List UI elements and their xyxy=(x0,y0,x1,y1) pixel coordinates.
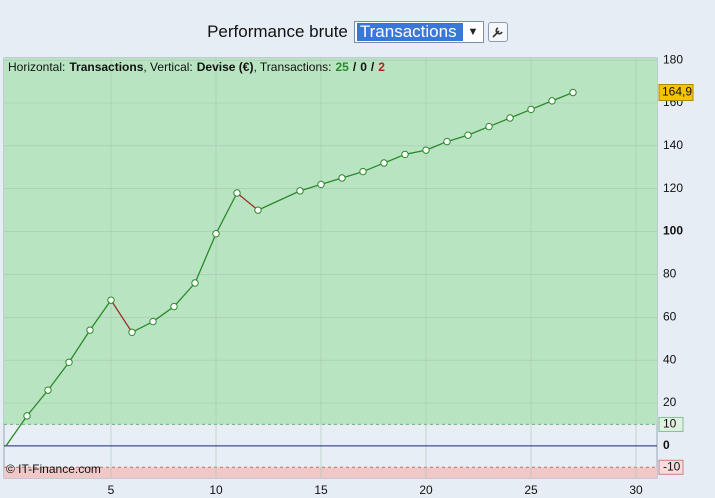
point xyxy=(170,302,178,311)
zone-label-box xyxy=(658,416,684,432)
profit-zone xyxy=(4,58,657,425)
point xyxy=(401,150,409,159)
line-segment xyxy=(383,153,406,164)
point xyxy=(380,159,388,167)
y-tick-label: 20 xyxy=(663,395,677,409)
info-even: 0 xyxy=(360,60,367,74)
info-v-label: , Vertical: xyxy=(143,60,192,74)
line-segment xyxy=(68,329,91,363)
x-tick-label: 15 xyxy=(314,483,328,497)
y-tick-label: 140 xyxy=(663,138,683,152)
point xyxy=(23,412,31,420)
line-segment xyxy=(236,192,259,211)
line-segment xyxy=(551,91,574,102)
point xyxy=(506,114,514,122)
line-segment xyxy=(26,389,49,417)
x-tick-label: 10 xyxy=(209,483,223,497)
zone-label: 10 xyxy=(663,417,677,431)
info-v-value: Devise (€) xyxy=(197,60,254,74)
point xyxy=(149,317,157,326)
point xyxy=(422,146,430,154)
point xyxy=(338,174,346,182)
line-segment xyxy=(47,361,70,391)
line-segment xyxy=(257,190,301,211)
dropdown-arrow: ▼ xyxy=(467,26,479,38)
info-wins: 25 xyxy=(336,60,350,74)
y-tick-label: 180 xyxy=(663,52,683,66)
last-value-label: 164,9 xyxy=(662,85,692,99)
x-tick-label: 30 xyxy=(629,483,643,497)
last-value-box xyxy=(658,84,694,101)
line-segment xyxy=(5,415,28,447)
y-tick-label: 80 xyxy=(663,267,677,281)
info-sep: / xyxy=(353,60,357,74)
info-h-value: Transactions xyxy=(69,60,143,74)
point xyxy=(128,328,136,336)
header: Performance brute Transactions ▼ xyxy=(0,18,715,46)
point xyxy=(254,206,262,214)
y-tick-label: 60 xyxy=(663,309,677,323)
point xyxy=(464,131,472,139)
point xyxy=(65,358,73,366)
x-tick-label: 5 xyxy=(108,483,115,497)
point xyxy=(569,88,577,97)
x-tick-label: 20 xyxy=(419,483,433,497)
line-segment xyxy=(488,117,511,128)
zone-label: -10 xyxy=(663,459,681,473)
line-segment xyxy=(425,140,448,151)
info-losses: 2 xyxy=(378,60,385,74)
line-segment xyxy=(194,233,217,284)
copyright: © IT-Finance.com xyxy=(6,462,101,476)
line-segment xyxy=(152,306,175,323)
y-tick-label: 0 xyxy=(663,438,670,452)
loss-zone xyxy=(4,467,657,478)
point xyxy=(296,187,304,195)
line-segment xyxy=(362,162,385,173)
x-tick-label: 25 xyxy=(524,483,538,497)
y-tick-label: 100 xyxy=(663,224,683,238)
title: Performance brute xyxy=(207,22,348,41)
info-t-label: , Transactions: xyxy=(253,60,331,74)
line-segment xyxy=(530,100,553,111)
point xyxy=(191,279,199,287)
point xyxy=(212,230,220,238)
y-tick-label: 40 xyxy=(663,352,677,366)
wrench-icon xyxy=(492,27,503,38)
point xyxy=(485,122,493,131)
point xyxy=(317,180,325,189)
zone-label-box xyxy=(658,459,684,475)
line-segment xyxy=(467,125,490,136)
point xyxy=(548,97,556,105)
settings-button[interactable] xyxy=(487,22,508,42)
point xyxy=(359,167,367,176)
point xyxy=(233,189,241,197)
point xyxy=(107,296,115,304)
line-segment xyxy=(131,320,154,333)
point xyxy=(443,137,451,146)
info-sep: / xyxy=(371,60,375,74)
line-segment xyxy=(89,299,112,331)
select-value: Transactions xyxy=(356,23,463,41)
info-line: Horizontal: Transactions, Vertical: Devise… xyxy=(8,60,385,74)
point xyxy=(44,386,52,394)
select[interactable]: Transactions ▼ xyxy=(353,21,484,43)
line-segment xyxy=(215,192,238,235)
y-tick-label: 120 xyxy=(663,181,683,195)
point xyxy=(527,105,535,114)
line-segment xyxy=(110,299,133,333)
line-segment xyxy=(509,108,532,119)
point xyxy=(86,326,94,334)
info-h-label: Horizontal: xyxy=(8,60,65,74)
line-segment xyxy=(173,282,196,308)
